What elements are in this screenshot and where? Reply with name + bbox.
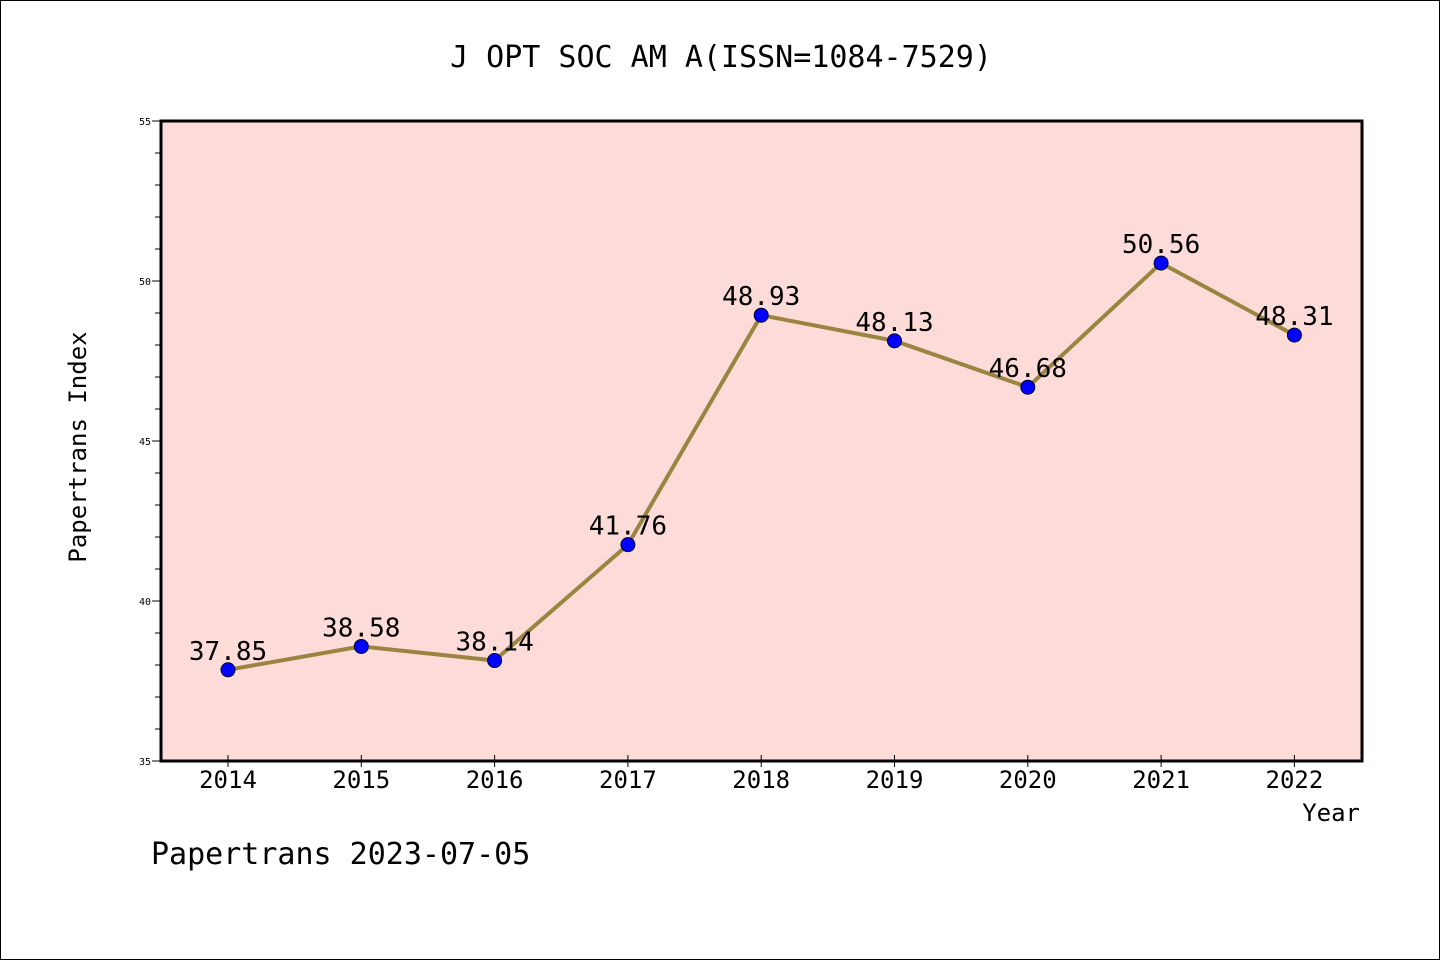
data-point — [1153, 255, 1169, 271]
y-tick-label: 35 — [139, 757, 151, 768]
data-label: 48.31 — [1255, 302, 1333, 332]
y-axis-tick-labels: 35 40 45 50 55 — [139, 117, 151, 768]
chart-title: J OPT SOC AM A(ISSN=1084-7529) — [450, 40, 992, 75]
y-tick-label: 55 — [139, 117, 151, 128]
x-tick-label: 2016 — [466, 766, 524, 794]
data-point — [887, 333, 902, 349]
x-axis-ticks — [227, 755, 1295, 767]
data-point — [620, 537, 636, 553]
x-tick-label: 2020 — [999, 766, 1057, 794]
data-label: 48.93 — [722, 282, 800, 312]
data-label: 46.68 — [989, 354, 1067, 384]
data-label: 38.14 — [455, 628, 533, 658]
x-tick-label: 2015 — [332, 766, 390, 794]
x-tick-label: 2019 — [866, 766, 924, 794]
x-tick-label: 2017 — [599, 766, 657, 794]
y-tick-label: 45 — [139, 437, 151, 448]
data-label: 37.85 — [189, 637, 267, 667]
x-tick-label: 2021 — [1132, 766, 1190, 794]
y-axis-label: Papertrans Index — [64, 331, 92, 562]
data-label: 38.58 — [322, 613, 400, 643]
plot-area — [159, 119, 1364, 763]
x-tick-label: 2022 — [1266, 766, 1324, 794]
footer-note: Papertrans 2023-07-05 — [151, 837, 530, 872]
data-point — [220, 662, 236, 678]
data-labels: 37.85 38.58 38.14 41.76 48.93 48.13 46.68 50.56… — [189, 230, 1334, 667]
x-tick-label: 2018 — [732, 766, 790, 794]
data-point — [1020, 379, 1036, 395]
y-tick-label: 40 — [139, 597, 151, 608]
y-axis-ticks — [152, 120, 161, 762]
data-point — [753, 307, 769, 323]
data-markers — [220, 255, 1302, 678]
data-label: 48.13 — [855, 308, 933, 338]
x-axis-label: Year — [1302, 799, 1360, 827]
data-point — [1286, 327, 1302, 343]
x-tick-label: 2014 — [199, 766, 257, 794]
data-label: 41.76 — [589, 512, 667, 542]
data-point — [353, 638, 369, 654]
x-axis-tick-labels: 2014 2015 2016 2017 2018 2019 2020 2021 2022 — [199, 766, 1323, 794]
data-label: 50.56 — [1122, 230, 1200, 260]
data-point — [487, 653, 503, 669]
y-tick-label: 50 — [139, 277, 151, 288]
